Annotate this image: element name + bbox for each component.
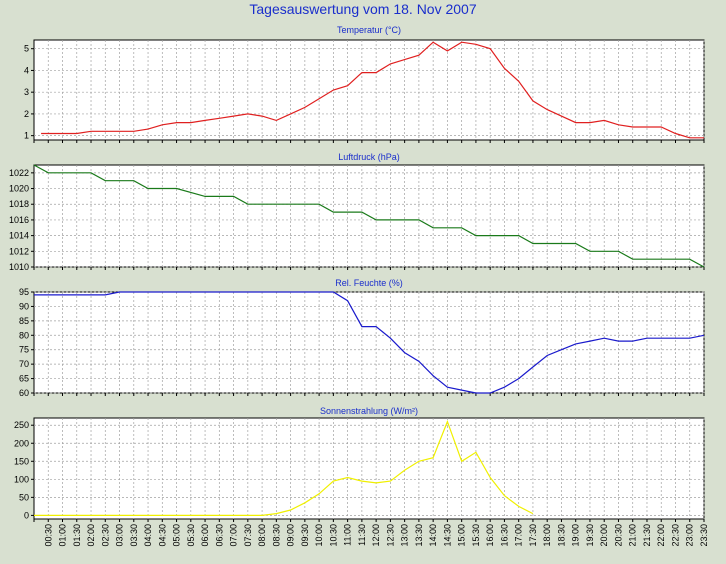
x-tick-label: 21:00 bbox=[628, 524, 638, 547]
x-tick-label: 23:30 bbox=[699, 524, 709, 547]
y-tick-label: 2 bbox=[24, 109, 29, 119]
x-tick-label: 22:00 bbox=[656, 524, 666, 547]
y-tick-label: 1 bbox=[24, 131, 29, 141]
x-tick-label: 10:00 bbox=[314, 524, 324, 547]
x-tick-label: 02:30 bbox=[100, 524, 110, 547]
x-tick-label: 00:30 bbox=[43, 524, 53, 547]
y-tick-label: 0 bbox=[24, 510, 29, 520]
x-tick-label: 02:00 bbox=[86, 524, 96, 547]
x-tick-label: 15:30 bbox=[471, 524, 481, 547]
y-tick-label: 4 bbox=[24, 65, 29, 75]
x-tick-label: 06:30 bbox=[214, 524, 224, 547]
x-tick-label: 08:00 bbox=[257, 524, 267, 547]
x-tick-label: 18:30 bbox=[556, 524, 566, 547]
plot-area bbox=[33, 39, 705, 141]
y-tick-label: 100 bbox=[14, 474, 29, 484]
y-tick-label: 90 bbox=[19, 301, 29, 311]
chart-title: Temperatur (°C) bbox=[337, 25, 401, 35]
x-tick-label: 11:30 bbox=[357, 524, 367, 546]
x-tick-label: 12:00 bbox=[371, 524, 381, 547]
x-tick-label: 16:00 bbox=[485, 524, 495, 547]
x-tick-label: 07:00 bbox=[229, 524, 239, 547]
x-tick-label: 03:00 bbox=[115, 524, 125, 547]
x-tick-label: 16:30 bbox=[499, 524, 509, 547]
y-tick-label: 1016 bbox=[9, 215, 29, 225]
x-tick-label: 18:00 bbox=[542, 524, 552, 547]
y-tick-label: 70 bbox=[19, 359, 29, 369]
x-tick-label: 20:00 bbox=[599, 524, 609, 547]
y-tick-label: 150 bbox=[14, 456, 29, 466]
x-tick-label: 19:00 bbox=[571, 524, 581, 547]
y-tick-label: 60 bbox=[19, 388, 29, 398]
chart-panel-4: Sonnenstrahlung (W/m²) 0 50 100 150 200 250 bbox=[14, 406, 705, 522]
x-tick-label: 17:30 bbox=[528, 524, 538, 547]
x-tick-label: 07:30 bbox=[243, 524, 253, 547]
y-tick-label: 200 bbox=[14, 438, 29, 448]
chart-title: Rel. Feuchte (%) bbox=[335, 278, 403, 288]
y-tick-label: 80 bbox=[19, 330, 29, 340]
x-tick-label: 15:00 bbox=[457, 524, 467, 547]
y-tick-label: 1012 bbox=[9, 246, 29, 256]
x-tick-label: 09:00 bbox=[286, 524, 296, 547]
y-tick-label: 95 bbox=[19, 287, 29, 297]
x-tick-label: 23:00 bbox=[685, 524, 695, 547]
y-tick-label: 3 bbox=[24, 87, 29, 97]
chart-title: Luftdruck (hPa) bbox=[338, 152, 400, 162]
plot-area bbox=[33, 417, 705, 520]
y-tick-label: 65 bbox=[19, 374, 29, 384]
x-tick-label: 13:30 bbox=[414, 524, 424, 547]
series-line bbox=[41, 41, 704, 139]
y-tick-label: 1022 bbox=[9, 168, 29, 178]
x-tick-label: 03:30 bbox=[129, 524, 139, 547]
x-tick-label: 05:30 bbox=[186, 524, 196, 547]
x-tick-label: 05:00 bbox=[172, 524, 182, 547]
y-tick-label: 250 bbox=[14, 420, 29, 430]
x-tick-label: 20:30 bbox=[613, 524, 623, 547]
x-tick-label: 09:30 bbox=[300, 524, 310, 547]
chart-panel-3: Rel. Feuchte (%) 60 65 70 75 80 85 90 95 bbox=[19, 278, 705, 398]
x-tick-label: 11:00 bbox=[343, 524, 353, 546]
x-tick-label: 14:30 bbox=[442, 524, 452, 547]
series-line bbox=[33, 164, 705, 268]
y-tick-label: 75 bbox=[19, 345, 29, 355]
chart-panel-1: Temperatur (°C) 1 2 3 4 5 bbox=[24, 25, 705, 143]
x-tick-label: 19:30 bbox=[585, 524, 595, 547]
y-tick-label: 1010 bbox=[9, 262, 29, 272]
x-tick-label: 08:30 bbox=[271, 524, 281, 547]
chart-panel-2: Luftdruck (hPa) 1010 1012 1014 1016 1018 1020 1… bbox=[9, 152, 705, 272]
x-tick-label: 22:30 bbox=[670, 524, 680, 547]
x-tick-label: 12:30 bbox=[385, 524, 395, 547]
x-tick-label: 17:00 bbox=[514, 524, 524, 547]
x-tick-label: 01:00 bbox=[58, 524, 68, 547]
y-tick-label: 85 bbox=[19, 316, 29, 326]
y-tick-label: 1014 bbox=[9, 231, 29, 241]
x-tick-label: 13:00 bbox=[400, 524, 410, 547]
y-tick-label: 5 bbox=[24, 44, 29, 54]
plot-area bbox=[33, 291, 705, 394]
page-title: Tagesauswertung vom 18. Nov 2007 bbox=[249, 1, 477, 17]
x-tick-label: 21:30 bbox=[642, 524, 652, 547]
x-tick-label: 14:00 bbox=[428, 524, 438, 547]
y-tick-label: 1020 bbox=[9, 184, 29, 194]
y-tick-label: 50 bbox=[19, 492, 29, 502]
x-tick-label: 04:00 bbox=[143, 524, 153, 547]
x-tick-label: 06:00 bbox=[200, 524, 210, 547]
series-line bbox=[34, 291, 705, 394]
series-line bbox=[34, 419, 534, 517]
chart-title: Sonnenstrahlung (W/m²) bbox=[320, 406, 418, 416]
x-tick-label: 01:30 bbox=[72, 524, 82, 547]
x-tick-label: 04:30 bbox=[157, 524, 167, 547]
y-tick-label: 1018 bbox=[9, 199, 29, 209]
x-tick-label: 10:30 bbox=[328, 524, 338, 547]
